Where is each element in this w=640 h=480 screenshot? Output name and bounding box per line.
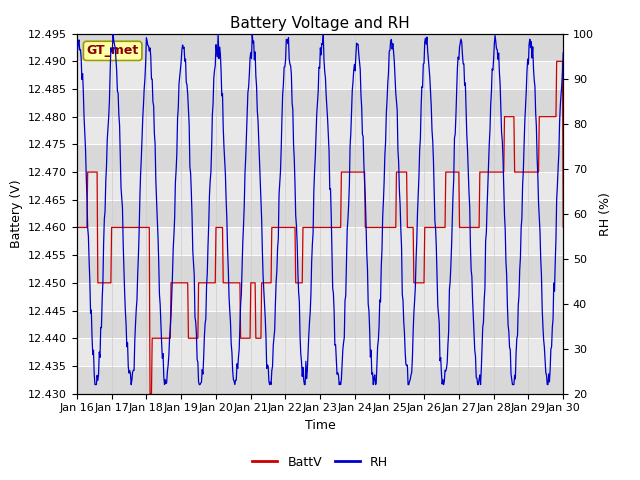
Bar [77,200,563,228]
BattV [73,225,81,230]
RH [515,293,523,299]
Bar [77,255,563,283]
Y-axis label: Battery (V): Battery (V) [10,180,22,248]
RH [484,184,492,190]
Bar [77,283,563,311]
BattV [153,336,161,341]
Bar [77,34,563,61]
Bar [77,228,563,255]
BattV [87,169,95,175]
RH [91,382,99,387]
Line: RH: RH [77,34,563,384]
BattV [553,59,561,64]
RH [154,216,161,222]
Bar [77,89,563,117]
RH [559,50,567,56]
BattV [559,225,567,230]
RH [204,243,212,249]
RH [87,310,95,316]
BattV [515,169,522,175]
BattV [232,280,240,286]
Bar [77,144,563,172]
BattV [204,280,211,286]
Legend: BattV, RH: BattV, RH [248,451,392,474]
Bar [77,117,563,144]
BattV [146,391,154,396]
Line: BattV: BattV [77,61,563,394]
Y-axis label: RH (%): RH (%) [600,192,612,236]
Bar [77,311,563,338]
RH [73,40,81,46]
Bar [77,366,563,394]
Bar [77,338,563,366]
Bar [77,61,563,89]
X-axis label: Time: Time [305,419,335,432]
BattV [483,169,491,175]
RH [233,361,241,367]
Title: Battery Voltage and RH: Battery Voltage and RH [230,16,410,31]
RH [109,31,117,36]
Text: GT_met: GT_met [86,44,139,58]
Bar [77,172,563,200]
